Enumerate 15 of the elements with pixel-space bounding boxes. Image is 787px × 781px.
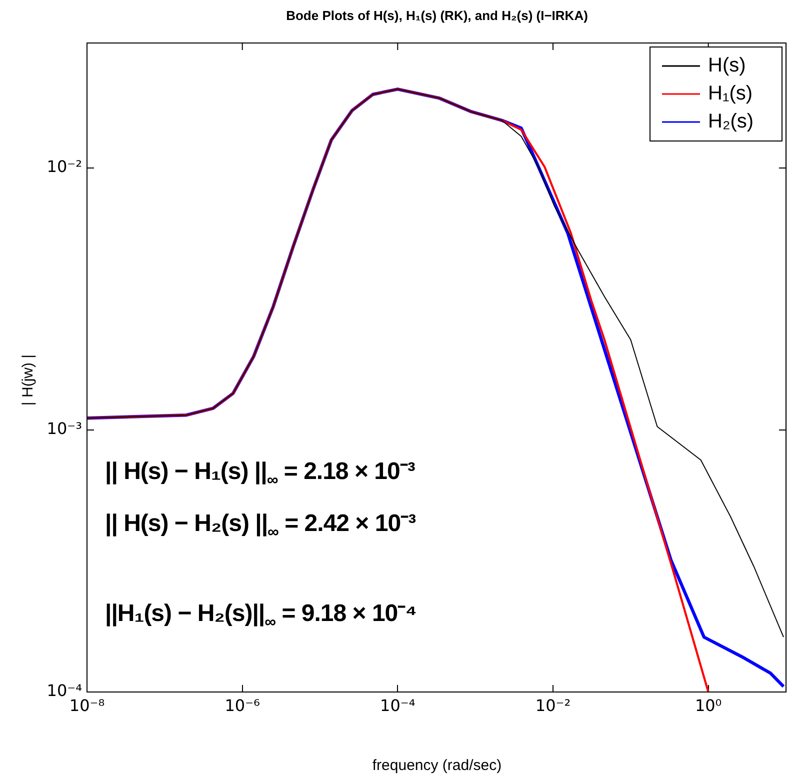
x-tick-label: 10⁻⁴	[380, 696, 416, 715]
x-tick-label: 10⁰	[694, 696, 722, 715]
chart-title: Bode Plots of H(s), H₁(s) (RK), and H₂(s) (I−IRKA)	[285, 8, 589, 23]
annotation: || H(s) − H₂(s) ||$_{∞}$ = 2.42 × 10⁻³	[105, 509, 416, 542]
x-tick-label: 10⁻²	[535, 696, 571, 715]
y-tick-label: 10⁻³	[46, 419, 82, 438]
annotation: ||H₁(s) − H₂(s)||$_{∞}$ = 9.18 × 10⁻⁴	[105, 599, 417, 632]
legend-label: H(s)	[708, 54, 746, 77]
y-axis-title: | H(jw) |	[20, 354, 36, 406]
y-tick-label: 10⁻²	[46, 157, 82, 176]
annotation: || H(s) − H₁(s) ||$_{∞}$ = 2.18 × 10⁻³	[105, 457, 415, 490]
x-tick-label: 10⁻⁶	[224, 696, 260, 715]
legend-label: H₁(s)	[708, 82, 753, 105]
legend-label: H₂(s)	[708, 110, 754, 133]
x-axis-title: frequency (rad/sec)	[371, 757, 503, 774]
